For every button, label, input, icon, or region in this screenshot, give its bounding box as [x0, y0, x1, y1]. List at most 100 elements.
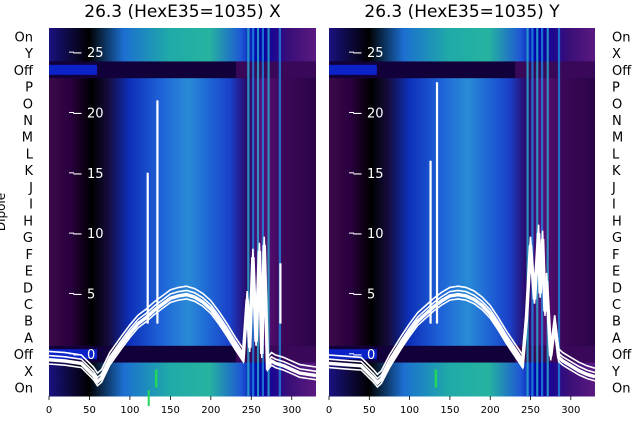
row-label: K — [612, 164, 621, 179]
overlay-tick-label: − 15 — [352, 167, 384, 182]
heatmap-row — [329, 195, 595, 213]
x-tick-label: 50 — [83, 405, 96, 416]
row-label: E — [25, 265, 33, 280]
row-label: M — [22, 131, 33, 146]
heatmap-stripe — [252, 28, 255, 396]
x-tick-label: 150 — [161, 405, 180, 416]
heatmap-row — [49, 28, 316, 46]
row-label: H — [23, 214, 33, 229]
row-label: O — [612, 97, 622, 112]
overlay-series-line — [48, 249, 317, 387]
overlay-series-line — [328, 224, 596, 376]
overlay-tick-label: − 0 — [352, 348, 375, 363]
x-tick-label: 150 — [440, 405, 459, 416]
row-label: N — [612, 114, 622, 129]
overlay-tick-label: − 5 — [72, 287, 95, 302]
heatmap-row — [329, 245, 595, 263]
heatmap-cell — [515, 345, 595, 363]
overlay-series-line — [48, 236, 317, 375]
row-label: Y — [24, 47, 33, 62]
row-label: Off — [14, 348, 34, 363]
x-tick-label: 0 — [326, 405, 332, 416]
row-label: X — [24, 365, 33, 380]
heatmap-stripe — [546, 28, 549, 396]
heatmap-row — [49, 329, 316, 347]
overlay-tick-label: − 10 — [352, 227, 384, 242]
heatmap-row — [329, 379, 595, 397]
overlay-tick-label: − 5 — [352, 287, 375, 302]
row-label: G — [23, 231, 33, 246]
heatmap-stripe — [278, 28, 281, 396]
row-label: On — [15, 382, 33, 397]
heatmap-row — [49, 262, 316, 280]
row-label: G — [612, 231, 622, 246]
overlay-tick-label: − 25 — [352, 46, 384, 61]
row-label: E — [612, 265, 620, 280]
row-label: N — [23, 114, 33, 129]
chart-title: 26.3 (HexE35=1035) Y — [364, 2, 560, 22]
heatmap-cell — [329, 64, 377, 75]
heatmap-cell — [49, 64, 98, 75]
row-label: X — [612, 47, 621, 62]
x-tick-label: 50 — [363, 405, 376, 416]
row-label: M — [612, 131, 623, 146]
overlay-tick-label: − 20 — [72, 106, 104, 121]
row-label: C — [612, 298, 621, 313]
heatmap-stripe — [531, 28, 534, 396]
heatmap-row — [329, 262, 595, 280]
heatmap-row — [329, 128, 595, 146]
heatmap-stripe — [267, 28, 270, 396]
heatmap-row — [49, 145, 316, 163]
row-label: K — [24, 164, 33, 179]
row-label: Off — [612, 64, 632, 79]
heatmap-rows — [49, 28, 316, 397]
heatmap-stripe — [526, 28, 529, 396]
x-tick-label: 300 — [561, 405, 580, 416]
row-label: I — [29, 198, 33, 213]
heatmap-row — [49, 312, 316, 330]
heatmap-row — [329, 145, 595, 163]
x-tick-label: 0 — [46, 405, 52, 416]
row-label: B — [612, 315, 621, 330]
heatmap-row — [329, 28, 595, 46]
row-label: C — [24, 298, 33, 313]
row-label: A — [24, 331, 33, 346]
row-label: H — [612, 214, 622, 229]
heatmap-cell — [515, 61, 595, 79]
x-tick-label: 250 — [521, 405, 540, 416]
overlay-tick-label: − 25 — [72, 46, 104, 61]
heatmap-stripes — [247, 28, 281, 396]
green-mark — [154, 369, 158, 388]
heatmap-stripe — [540, 28, 544, 396]
row-label: Y — [611, 365, 620, 380]
row-label: L — [612, 147, 620, 162]
heatmap-stripes — [526, 28, 561, 396]
heatmap-stripe — [247, 28, 250, 396]
overlay-tick-label: − 20 — [352, 106, 384, 121]
x-tick-label: 200 — [201, 405, 220, 416]
heatmap-row — [49, 128, 316, 146]
row-label: L — [26, 147, 34, 162]
heatmap-stripe — [557, 28, 561, 396]
x-tick-label: 100 — [120, 405, 139, 416]
heatmap-row — [49, 245, 316, 263]
row-label: Off — [612, 348, 632, 363]
x-tick-label: 250 — [242, 405, 261, 416]
x-tick-label: 200 — [481, 405, 500, 416]
row-label: On — [612, 382, 630, 397]
chart-title: 26.3 (HexE35=1035) X — [84, 2, 281, 22]
green-mark — [147, 389, 150, 406]
row-label: J — [28, 181, 33, 196]
overlay-tick-label: − 15 — [72, 167, 104, 182]
heatmap-cell — [235, 345, 316, 363]
row-label: On — [612, 30, 630, 45]
heatmap-row — [329, 78, 595, 96]
row-label: B — [24, 315, 33, 330]
heatmap-row — [49, 195, 316, 213]
row-label: Off — [14, 64, 34, 79]
row-label: I — [612, 198, 616, 213]
row-label: J — [611, 181, 616, 196]
heatmap-stripe — [256, 28, 260, 396]
